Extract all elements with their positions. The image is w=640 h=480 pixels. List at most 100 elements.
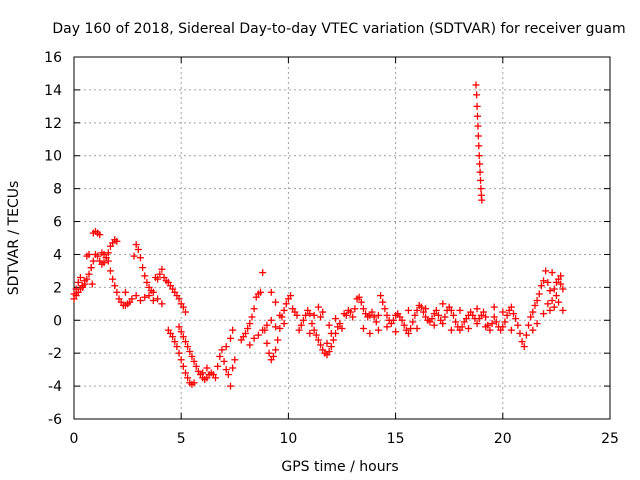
- data-point: [218, 346, 226, 354]
- data-point: [314, 303, 322, 311]
- data-point: [257, 288, 265, 296]
- y-tick-label: -4: [48, 379, 62, 395]
- data-point: [179, 303, 187, 311]
- data-point: [186, 348, 194, 356]
- data-point: [263, 339, 271, 347]
- data-point: [310, 326, 318, 334]
- data-point: [441, 313, 449, 321]
- y-tick-label: 10: [44, 149, 62, 165]
- data-point: [557, 280, 565, 288]
- data-point: [473, 91, 481, 99]
- data-point: [325, 348, 333, 356]
- data-point: [559, 306, 567, 314]
- data-point: [319, 308, 327, 316]
- data-point: [308, 320, 316, 328]
- data-point: [212, 374, 220, 382]
- data-point: [501, 318, 509, 326]
- data-point: [452, 318, 460, 326]
- data-point: [374, 326, 382, 334]
- data-point: [329, 336, 337, 344]
- data-point: [199, 369, 207, 377]
- data-point: [475, 142, 483, 150]
- data-point: [250, 305, 258, 313]
- y-tick-label: 14: [44, 83, 62, 99]
- data-point: [510, 310, 518, 318]
- data-point: [74, 278, 82, 286]
- data-point: [447, 326, 455, 334]
- data-point: [175, 323, 183, 331]
- data-point: [428, 315, 436, 323]
- y-tick-label: 16: [44, 50, 62, 66]
- data-point: [113, 237, 121, 245]
- data-point: [383, 323, 391, 331]
- data-point: [94, 252, 102, 260]
- y-tick-label: 2: [53, 280, 62, 296]
- data-point: [537, 282, 545, 290]
- data-point: [383, 311, 391, 319]
- data-point: [184, 374, 192, 382]
- data-point: [544, 300, 552, 308]
- data-point: [272, 323, 280, 331]
- data-point: [310, 311, 318, 319]
- data-point: [482, 323, 490, 331]
- data-point: [409, 318, 417, 326]
- data-point: [254, 331, 262, 339]
- x-tick-label: 15: [387, 431, 405, 447]
- data-point: [169, 333, 177, 341]
- data-point: [280, 320, 288, 328]
- data-point: [263, 321, 271, 329]
- data-point: [269, 352, 277, 360]
- data-point: [432, 306, 440, 314]
- data-point: [407, 325, 415, 332]
- y-tick-label: 8: [53, 182, 62, 198]
- data-point: [529, 308, 537, 316]
- data-point: [175, 295, 183, 303]
- data-point: [181, 369, 189, 377]
- data-point: [548, 297, 556, 305]
- data-point: [121, 288, 129, 296]
- y-tick-label: -6: [48, 412, 62, 428]
- data-point: [248, 313, 256, 321]
- data-point: [482, 313, 490, 321]
- data-point: [520, 343, 528, 351]
- data-point: [422, 305, 430, 313]
- data-point: [413, 306, 421, 314]
- data-point: [76, 273, 84, 281]
- data-point: [439, 320, 447, 328]
- data-point: [552, 292, 560, 300]
- data-point: [222, 366, 230, 374]
- data-point: [149, 288, 157, 296]
- data-point: [276, 325, 284, 332]
- data-point: [177, 356, 185, 364]
- data-point: [297, 321, 305, 329]
- data-point: [265, 349, 273, 357]
- plot-frame: [73, 56, 611, 420]
- data-point: [306, 310, 314, 318]
- data-point: [306, 329, 314, 337]
- data-point: [555, 298, 563, 306]
- data-point: [224, 371, 232, 379]
- data-point: [477, 176, 485, 184]
- data-point: [246, 320, 254, 328]
- data-point: [325, 321, 333, 329]
- data-point: [179, 362, 187, 370]
- data-point: [476, 168, 484, 176]
- data-point: [314, 336, 322, 344]
- data-point: [477, 185, 485, 193]
- x-tick-label: 20: [494, 431, 512, 447]
- data-point: [132, 241, 140, 249]
- data-point: [357, 298, 365, 306]
- data-point: [181, 338, 189, 346]
- x-tick-labels: 0 5 10 15 20 25: [70, 431, 619, 447]
- data-point: [434, 311, 442, 319]
- data-point: [175, 349, 183, 357]
- data-point: [130, 252, 138, 260]
- grid: [74, 57, 610, 419]
- data-point: [507, 303, 515, 311]
- data-point: [559, 285, 567, 293]
- data-point: [389, 316, 397, 324]
- data-point: [546, 306, 554, 314]
- data-point: [474, 132, 482, 140]
- x-tick-label: 0: [70, 431, 79, 447]
